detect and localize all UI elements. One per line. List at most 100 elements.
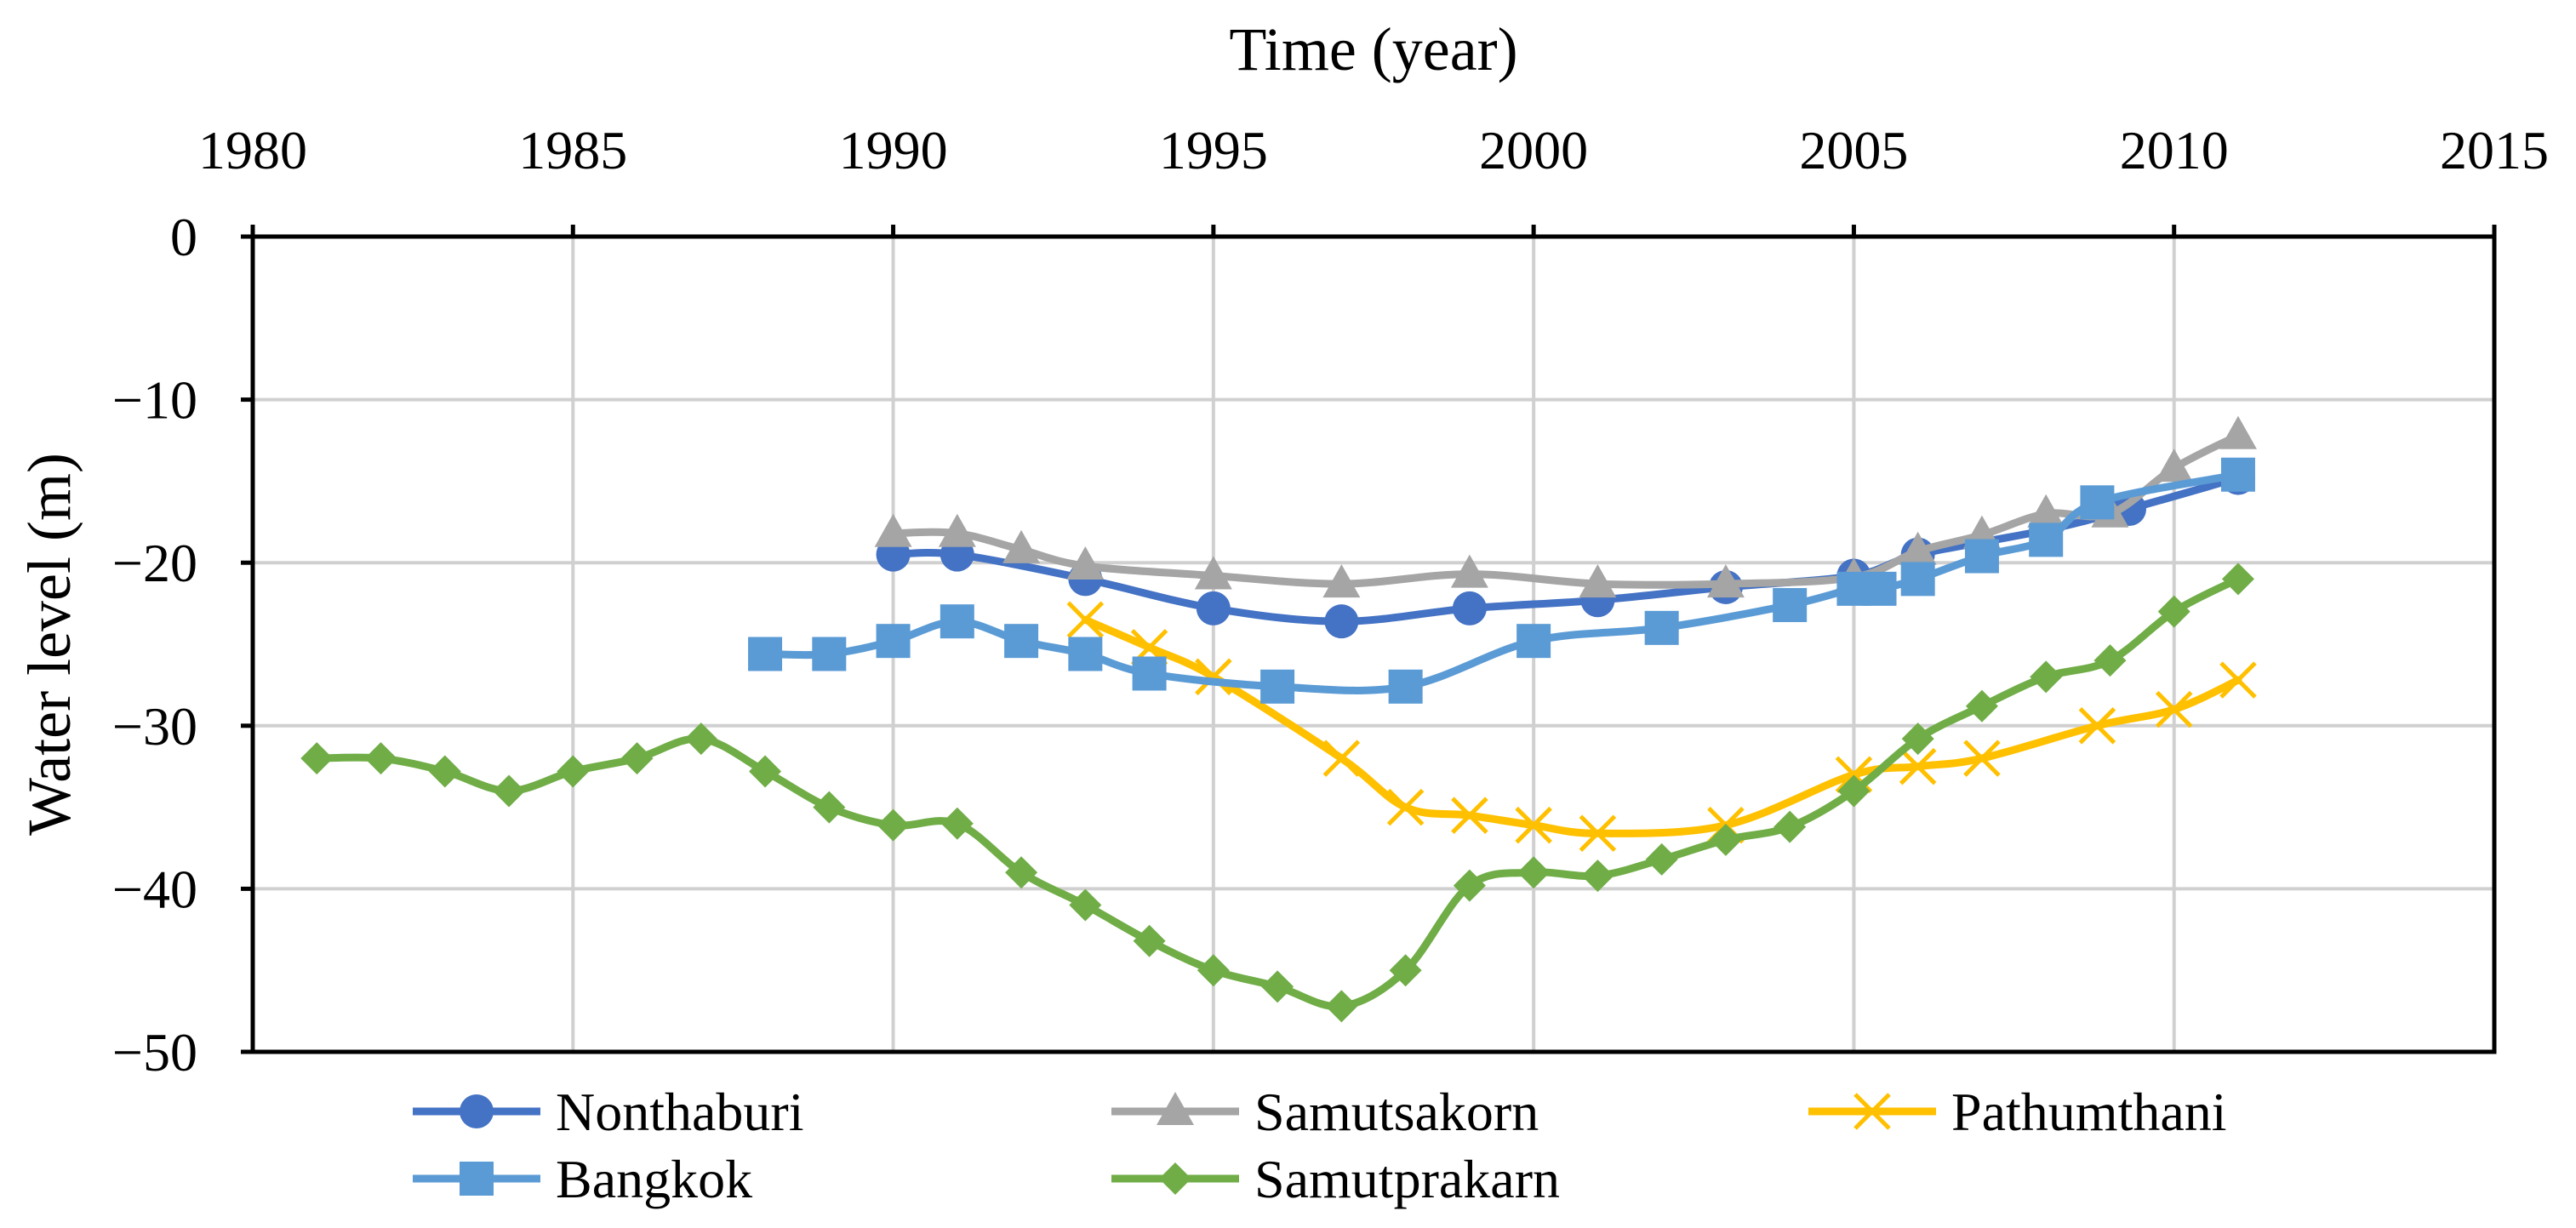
series-line (1081, 615, 2242, 837)
x-tick-label: 1995 (1159, 120, 1268, 180)
data-point (364, 742, 397, 775)
data-point (2078, 707, 2116, 745)
data-point (1963, 740, 2001, 777)
data-point (1452, 591, 1487, 625)
data-point (1579, 564, 1617, 598)
series-samutprakarn (300, 563, 2254, 1023)
plot-area-border (250, 234, 2497, 1054)
data-point (1388, 669, 1423, 704)
legend-label: Bangkok (556, 1149, 752, 1209)
data-point (2030, 660, 2063, 694)
y-tick-label: −10 (112, 370, 197, 431)
data-point (1644, 610, 1679, 645)
x-tick-label: 1980 (198, 120, 307, 180)
data-point (1453, 869, 1486, 902)
y-tick-label: −20 (112, 533, 197, 593)
data-point (1901, 723, 1934, 756)
legend-item: Samutsakorn (1111, 1082, 1539, 1142)
data-point (1066, 546, 1105, 580)
data-point (428, 755, 461, 788)
data-point (1389, 954, 1422, 987)
data-point (1196, 591, 1231, 625)
data-point (1450, 554, 1488, 588)
data-point (1451, 797, 1488, 834)
data-point (1516, 624, 1551, 659)
data-point (1261, 970, 1294, 1003)
series-line (312, 574, 2242, 1011)
y-tick-label: −40 (112, 859, 197, 919)
data-point (812, 637, 847, 671)
data-point (2027, 494, 2065, 528)
y-tick-label: −30 (112, 696, 197, 757)
data-point (2219, 661, 2257, 699)
data-point (749, 755, 782, 788)
data-point (493, 774, 526, 808)
x-tick-label: 1985 (518, 120, 627, 180)
data-point (1709, 823, 1742, 856)
data-point (1132, 656, 1167, 691)
legend-label: Nonthaburi (556, 1082, 804, 1142)
data-point (2155, 448, 2193, 483)
legend-marker (1159, 1162, 1191, 1195)
data-point (1579, 814, 1617, 853)
data-point (1195, 658, 1232, 696)
series-pathumthani (1066, 601, 2257, 853)
data-point (1069, 888, 1102, 922)
data-point (1773, 588, 1808, 623)
x-tick-label: 1990 (839, 120, 948, 180)
y-axis: 0 −10 −20 −30 −40 −50 (112, 207, 253, 1082)
y-tick-label: 0 (170, 207, 197, 267)
legend-label: Samutprakarn (1254, 1149, 1560, 1209)
x-axis-title: Time (year) (1229, 15, 1517, 83)
data-point (684, 723, 717, 756)
series-line (761, 471, 2242, 694)
y-tick-label: −50 (112, 1022, 197, 1082)
y-axis-title: Water level (m) (15, 453, 83, 836)
data-point (1964, 539, 1999, 574)
data-point (1773, 810, 1807, 843)
legend-marker (1853, 1093, 1891, 1130)
legend-marker (1157, 1092, 1194, 1125)
x-tick-label: 2000 (1479, 120, 1588, 180)
data-point (1900, 562, 1935, 597)
data-point (1899, 747, 1937, 785)
data-point (938, 513, 976, 547)
data-point (940, 807, 974, 840)
x-tick-label: 2005 (1799, 120, 1908, 180)
legend-item: Bangkok (413, 1149, 752, 1209)
data-point (300, 742, 334, 775)
data-point (1133, 924, 1166, 957)
legend-item: Samutprakarn (1111, 1149, 1560, 1209)
legend-marker (460, 1094, 494, 1128)
data-point (2093, 644, 2127, 677)
data-point (620, 742, 654, 775)
legend-item: Pathumthani (1808, 1082, 2227, 1142)
data-point (1324, 604, 1359, 639)
grid-lines (253, 237, 2494, 1052)
data-point (1581, 860, 1614, 893)
data-point (1004, 624, 1039, 659)
data-point (2080, 485, 2115, 520)
data-point (1899, 531, 1937, 565)
data-point (1706, 564, 1745, 598)
data-point (2220, 457, 2255, 492)
data-point (2157, 595, 2190, 628)
data-point (2221, 563, 2254, 596)
data-point (1068, 637, 1103, 671)
legend-label: Pathumthani (1951, 1082, 2227, 1142)
data-point (748, 637, 783, 671)
series-group (300, 415, 2257, 1023)
data-point (1862, 571, 1897, 606)
x-tick-label: 2015 (2440, 120, 2549, 180)
data-point (1965, 689, 1998, 723)
data-point (813, 791, 846, 824)
data-point (2029, 523, 2064, 557)
data-point (1386, 788, 1425, 826)
data-point (1325, 990, 1358, 1023)
data-point (1322, 740, 1361, 777)
data-point (1005, 856, 1038, 889)
data-point (876, 624, 911, 659)
series-bangkok (748, 457, 2255, 704)
data-point (2219, 415, 2257, 449)
